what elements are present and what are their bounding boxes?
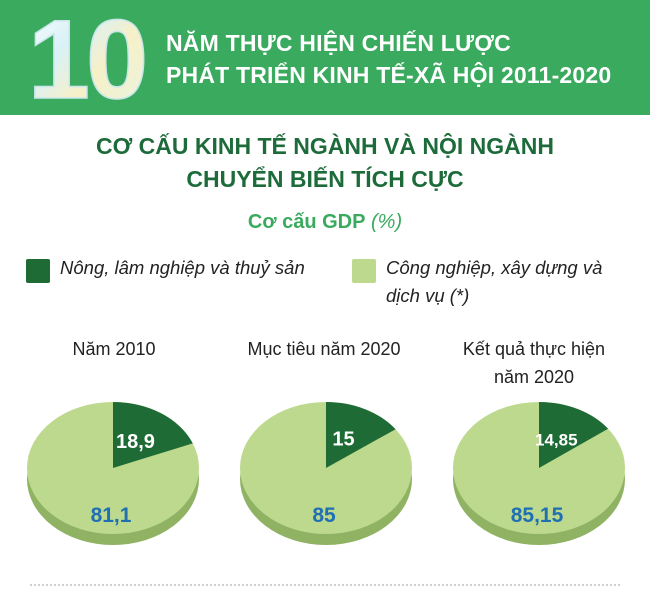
pie-result-2020-value-agriculture: 14,85 (535, 431, 578, 450)
chart-title: Cơ cấu GDP (%) (0, 211, 650, 234)
pie-label-2010: Năm 2010 (72, 339, 156, 359)
bottom-divider (30, 584, 620, 586)
big-number-text: 10 (28, 2, 145, 110)
pie-result-2020: 14,85 85,15 (453, 402, 625, 545)
pie-result-2020-slice-agriculture (539, 402, 609, 468)
big-number-graphic: 10 (27, 2, 149, 110)
pie-2010: 18,9 81,1 (27, 402, 199, 545)
pie-target-2020-slice-agriculture (326, 402, 396, 468)
legend-swatch-industry-services (352, 259, 376, 283)
pie-target-2020-value-agriculture: 15 (332, 429, 354, 451)
pie-result-2020-value-industry-services: 85,15 (511, 504, 564, 527)
banner-title-line2: PHÁT TRIỂN KINH TẾ-XÃ HỘI 2011-2020 (166, 62, 612, 88)
chart-title-unit: (%) (371, 211, 403, 233)
legend-label-agriculture: Nông, lâm nghiệp và thuỷ sản (60, 257, 305, 278)
header-banner: 10 NĂM THỰC HIỆN CHIẾN LƯỢC PHÁT TRIỂN K… (0, 0, 650, 115)
legend-label-industry-line1: Công nghiệp, xây dựng và (386, 257, 603, 278)
pie-2010-value-industry-services: 81,1 (91, 504, 132, 527)
pie-label-result-2020-line2: năm 2020 (493, 367, 575, 387)
pie-label-result-2020-line1: Kết quả thực hiện (462, 339, 606, 359)
headline-line2: CHUYỂN BIẾN TÍCH CỰC (186, 166, 464, 192)
banner-title-line1: NĂM THỰC HIỆN CHIẾN LƯỢC (166, 30, 511, 56)
pie-label-target-2020: Mục tiêu năm 2020 (247, 339, 401, 359)
chart-title-text: Cơ cấu GDP (247, 211, 366, 233)
legend-swatch-agriculture (26, 259, 50, 283)
pie-2010-value-agriculture: 18,9 (116, 431, 155, 453)
pie-target-2020-value-industry-services: 85 (312, 504, 336, 527)
headline-line1: CƠ CẤU KINH TẾ NGÀNH VÀ NỘI NGÀNH (96, 133, 554, 159)
legend-label-industry-line2: dịch vụ (*) (386, 285, 470, 306)
pie-2010-slice-agriculture (113, 402, 193, 468)
